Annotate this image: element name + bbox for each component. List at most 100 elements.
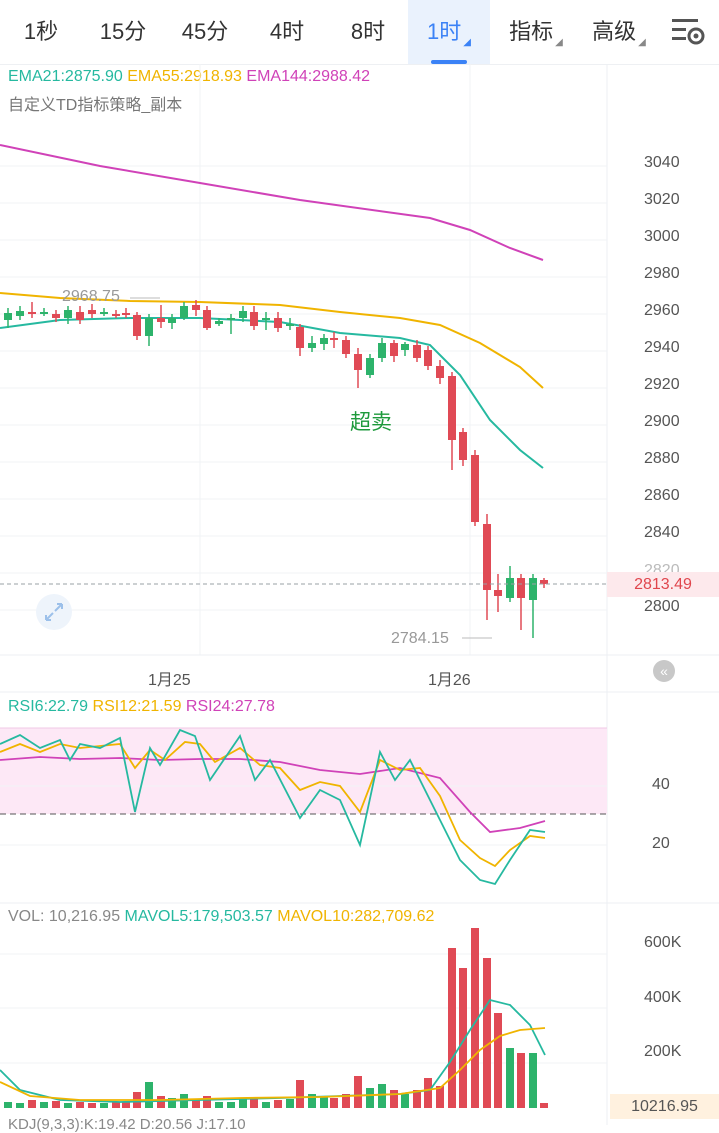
tab-45m[interactable]: 45分 bbox=[181, 19, 229, 44]
candle-body bbox=[215, 321, 223, 324]
tab-1h[interactable]: 1时 ◢ bbox=[408, 0, 490, 64]
price-tick: 2920 bbox=[644, 376, 680, 393]
tab-advanced[interactable]: 高级 ◢ bbox=[592, 19, 646, 48]
candle-body bbox=[517, 578, 525, 598]
candle-body bbox=[262, 318, 270, 320]
candle-body bbox=[76, 312, 84, 320]
vol-tick-600k: 600K bbox=[644, 934, 682, 951]
volume-bar bbox=[40, 1102, 48, 1108]
volume-bar bbox=[157, 1096, 165, 1108]
candle-body bbox=[413, 345, 421, 358]
volume-bar bbox=[296, 1080, 304, 1108]
ema55-value: EMA55:2918.93 bbox=[127, 68, 242, 85]
ema-legend: EMA21:2875.90 EMA55:2918.93 EMA144:2988.… bbox=[8, 68, 370, 86]
mavol5-value: MAVOL5:179,503.57 bbox=[124, 908, 273, 925]
volume-bar bbox=[320, 1096, 328, 1108]
dropdown-caret-icon: ◢ bbox=[463, 37, 471, 48]
volume-bar bbox=[494, 1013, 502, 1108]
candle-body bbox=[112, 314, 120, 316]
volume-bar bbox=[483, 958, 491, 1108]
x-tick-jan26: 1月26 bbox=[428, 672, 471, 689]
mavol10-line bbox=[0, 1027, 546, 1101]
candle-body bbox=[378, 343, 386, 358]
rsi6-value: RSI6:22.79 bbox=[8, 698, 89, 715]
ema21-value: EMA21:2875.90 bbox=[8, 68, 123, 85]
rsi-tick-40: 40 bbox=[652, 776, 670, 793]
candle-body bbox=[286, 324, 294, 326]
dropdown-caret-icon: ◢ bbox=[638, 37, 646, 48]
candle-body bbox=[16, 311, 24, 316]
rsi24-line bbox=[0, 756, 546, 833]
volume-bar bbox=[506, 1048, 514, 1108]
volume-bar bbox=[540, 1103, 548, 1108]
volume-bar bbox=[88, 1103, 96, 1108]
volume-bar bbox=[112, 1102, 120, 1108]
rsi-tick-20: 20 bbox=[652, 835, 670, 852]
price-tick: 3020 bbox=[644, 191, 680, 208]
volume-bar bbox=[529, 1053, 537, 1108]
candle-body bbox=[122, 313, 130, 315]
volume-bar bbox=[16, 1103, 24, 1108]
tab-8h[interactable]: 8时 bbox=[350, 19, 386, 44]
price-tick: 2960 bbox=[644, 302, 680, 319]
volume-bar bbox=[354, 1076, 362, 1108]
rsi-legend: RSI6:22.79 RSI12:21.59 RSI24:27.78 bbox=[8, 698, 275, 716]
candle-body bbox=[145, 318, 153, 336]
volume-bar bbox=[517, 1053, 525, 1108]
candle-body bbox=[64, 310, 72, 318]
candle-body bbox=[529, 578, 537, 600]
candle-body bbox=[354, 354, 362, 370]
candle-body bbox=[227, 318, 235, 320]
tab-1s[interactable]: 1秒 bbox=[23, 19, 59, 44]
candle-body bbox=[459, 432, 467, 460]
scroll-to-latest-icon[interactable]: « bbox=[653, 660, 675, 682]
rsi12-line bbox=[0, 741, 546, 868]
volume-bar bbox=[227, 1102, 235, 1108]
ema21-line bbox=[0, 317, 544, 469]
volume-bar bbox=[308, 1094, 316, 1108]
expand-arrows-icon[interactable] bbox=[36, 594, 72, 630]
chart-settings-icon[interactable] bbox=[671, 16, 705, 48]
price-tick: 2900 bbox=[644, 413, 680, 430]
volume-bar bbox=[471, 928, 479, 1108]
tab-15m[interactable]: 15分 bbox=[99, 19, 147, 44]
price-tick: 3040 bbox=[644, 154, 680, 171]
candle-body bbox=[4, 313, 12, 320]
candle-body bbox=[192, 305, 200, 310]
active-tab-indicator bbox=[431, 60, 467, 64]
ema55-line bbox=[0, 292, 544, 389]
volume-bar bbox=[122, 1102, 130, 1108]
price-tick: 2980 bbox=[644, 265, 680, 282]
volume-bar bbox=[28, 1100, 36, 1108]
tab-4h[interactable]: 4时 bbox=[269, 19, 305, 44]
candle-body bbox=[100, 312, 108, 314]
volume-bar bbox=[262, 1102, 270, 1108]
volume-bar bbox=[459, 968, 467, 1108]
candle-body bbox=[471, 455, 479, 522]
low-price-label: 2784.15 bbox=[391, 630, 449, 647]
price-tick: 2940 bbox=[644, 339, 680, 356]
rsi6-line bbox=[0, 728, 546, 886]
ema144-value: EMA144:2988.42 bbox=[246, 68, 371, 85]
vol-tick-200k: 200K bbox=[644, 1043, 682, 1060]
price-tick: 2860 bbox=[644, 487, 680, 504]
oversold-annotation: 超卖 bbox=[350, 411, 392, 434]
volume-bar bbox=[448, 948, 456, 1108]
candle-body bbox=[168, 318, 176, 323]
tab-indicators[interactable]: 指标 ◢ bbox=[509, 19, 563, 48]
x-tick-jan25: 1月25 bbox=[148, 672, 191, 689]
candle-body bbox=[157, 318, 165, 322]
candle-body bbox=[330, 338, 338, 340]
volume-bar bbox=[401, 1094, 409, 1108]
volume-bar bbox=[424, 1078, 432, 1108]
candle-body bbox=[239, 311, 247, 318]
volume-bar bbox=[330, 1098, 338, 1108]
volume-bar bbox=[274, 1100, 282, 1108]
vol-legend: VOL: 10,216.95 MAVOL5:179,503.57 MAVOL10… bbox=[8, 908, 434, 926]
volume-bar bbox=[342, 1094, 350, 1108]
candle-body bbox=[203, 310, 211, 328]
volume-bar bbox=[64, 1103, 72, 1108]
candle-body bbox=[88, 310, 96, 314]
volume-bar bbox=[436, 1086, 444, 1108]
